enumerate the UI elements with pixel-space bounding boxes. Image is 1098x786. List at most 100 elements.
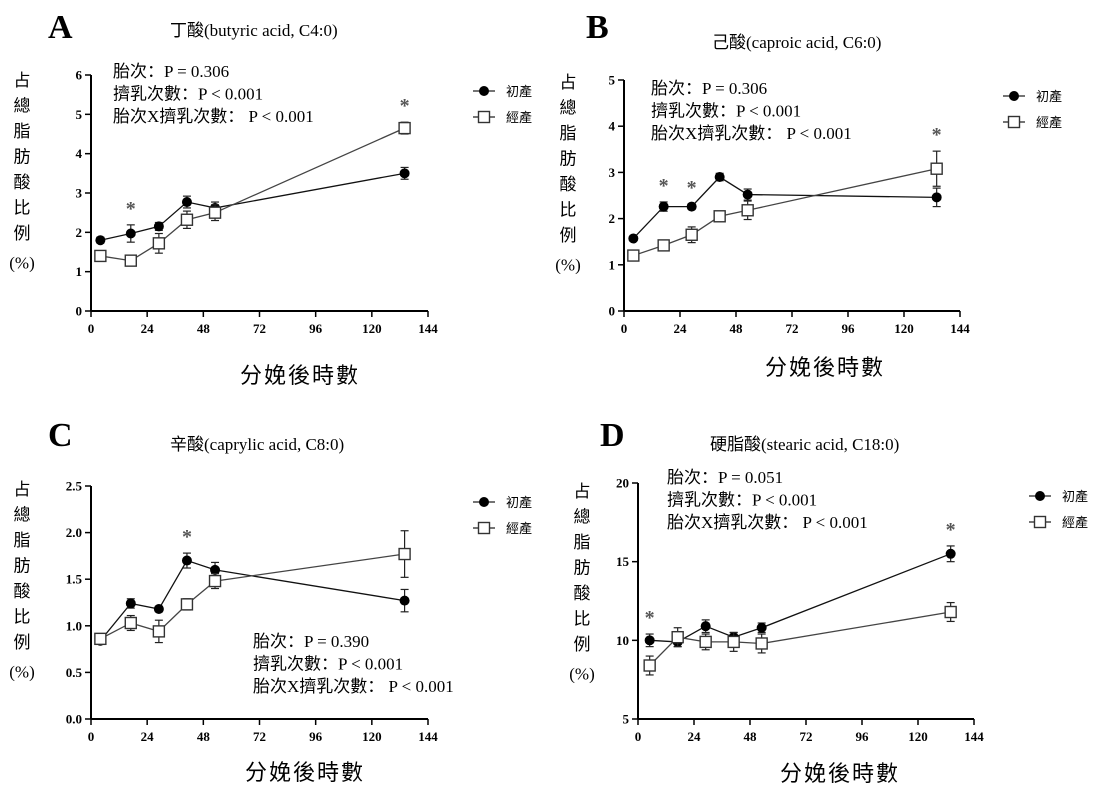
x-axis-label: 分娩後時數 (245, 760, 365, 785)
y-tick-label: 0 (609, 304, 616, 319)
data-point (658, 201, 669, 212)
x-tick-label: 48 (197, 729, 211, 744)
y-tick-label: 20 (616, 476, 629, 491)
y-tick-label: 4 (609, 119, 616, 134)
y-axis-label: (%) (569, 665, 594, 684)
series-line (100, 553, 405, 640)
x-tick-label: 120 (908, 729, 928, 744)
data-point (125, 598, 136, 609)
x-axis-label: 分娩後時數 (765, 355, 885, 380)
y-axis-label: 肪 (14, 557, 31, 576)
data-point (398, 547, 411, 561)
series-primiparous (95, 166, 410, 246)
data-point (657, 239, 670, 252)
x-tick-label: 120 (894, 321, 914, 336)
data-point (153, 221, 164, 232)
data-point (686, 201, 697, 212)
data-point (628, 233, 639, 244)
significance-marker: * (946, 519, 956, 541)
x-tick-label: 96 (842, 321, 856, 336)
stat-line: 擠乳次數：P < 0.001 (667, 491, 817, 510)
panel-c: C 辛酸(caprylic acid, C8:0) 0 24 48 72 96 120 144 0… (9, 417, 532, 785)
data-point (124, 616, 137, 630)
data-point (181, 555, 192, 566)
stat-line: 胎次X擠乳次數： P < 0.001 (113, 107, 314, 126)
data-point (713, 210, 726, 223)
y-tick-label: 1.5 (66, 572, 83, 587)
chart-title: 丁酸(butyric acid, C4:0) (170, 21, 338, 40)
x-tick-label: 144 (418, 729, 438, 744)
data-point (399, 595, 410, 606)
series-primiparous (644, 545, 956, 648)
y-axis-label: 脂 (560, 124, 577, 143)
legend-marker (1033, 515, 1047, 529)
series-line (633, 168, 937, 257)
y-axis-label: 脂 (574, 533, 591, 552)
x-tick-label: 0 (88, 321, 95, 336)
x-tick-label: 48 (730, 321, 744, 336)
series-multiparous (94, 530, 411, 646)
y-tick-label: 1 (609, 257, 616, 272)
data-point (930, 162, 943, 175)
y-tick-label: 0.5 (66, 665, 83, 680)
data-point (125, 228, 136, 239)
data-point (94, 249, 107, 263)
y-axis-label: 肪 (560, 150, 577, 169)
y-axis-label: 酸 (14, 582, 31, 601)
data-point (699, 635, 712, 649)
data-point (944, 605, 957, 619)
panel-d: D 硬脂酸(stearic acid, C18:0) 0 24 48 72 96 120 144… (569, 417, 1088, 786)
legend-marker (1035, 491, 1045, 501)
stat-line: 胎次X擠乳次數： P < 0.001 (667, 513, 868, 532)
x-axis-label: 分娩後時數 (780, 761, 900, 786)
x-tick-label: 144 (964, 729, 984, 744)
x-tick-label: 144 (418, 321, 438, 336)
data-point (685, 228, 698, 241)
significance-marker: * (400, 95, 410, 117)
y-axis-label: 肪 (574, 559, 591, 578)
chart-title: 硬脂酸(stearic acid, C18:0) (710, 435, 899, 454)
data-point (671, 630, 684, 644)
data-point (644, 635, 655, 646)
data-point (180, 598, 194, 611)
y-tick-label: 3 (609, 165, 616, 180)
panel-letter: A (48, 9, 73, 46)
y-axis-label: 占 (14, 480, 31, 499)
significance-marker: * (687, 177, 697, 199)
data-point (727, 635, 740, 649)
stat-line: 胎次：P = 0.306 (113, 62, 229, 81)
legend-label: 經產 (506, 521, 532, 536)
x-tick-label: 24 (141, 729, 155, 744)
data-point (124, 254, 137, 267)
x-tick-label: 120 (362, 321, 382, 336)
data-point (714, 172, 725, 183)
legend-marker (1007, 115, 1021, 129)
x-tick-label: 48 (197, 321, 211, 336)
series-primiparous (628, 172, 942, 244)
data-point (742, 189, 753, 200)
panel-letter: B (586, 9, 609, 46)
y-tick-label: 1 (76, 264, 83, 279)
y-axis-label: 占 (560, 73, 577, 92)
significance-marker: * (659, 175, 669, 197)
stat-line: 擠乳次數：P < 0.001 (651, 102, 801, 121)
legend-marker (479, 497, 489, 507)
x-tick-label: 0 (635, 729, 642, 744)
stat-line: 胎次X擠乳次數： P < 0.001 (253, 677, 454, 696)
y-tick-label: 4 (76, 146, 83, 161)
stat-line: 胎次X擠乳次數： P < 0.001 (651, 124, 852, 143)
chart-title: 辛酸(caprylic acid, C8:0) (170, 435, 344, 454)
stat-line: 胎次：P = 0.390 (253, 632, 369, 651)
x-tick-label: 0 (621, 321, 628, 336)
series-line (100, 172, 405, 241)
x-tick-label: 24 (141, 321, 155, 336)
data-point (756, 622, 767, 633)
x-tick-label: 96 (309, 321, 323, 336)
data-point (152, 237, 166, 250)
legend-label: 經產 (1062, 515, 1088, 530)
legend-marker (1009, 91, 1019, 101)
series-multiparous (643, 601, 957, 676)
